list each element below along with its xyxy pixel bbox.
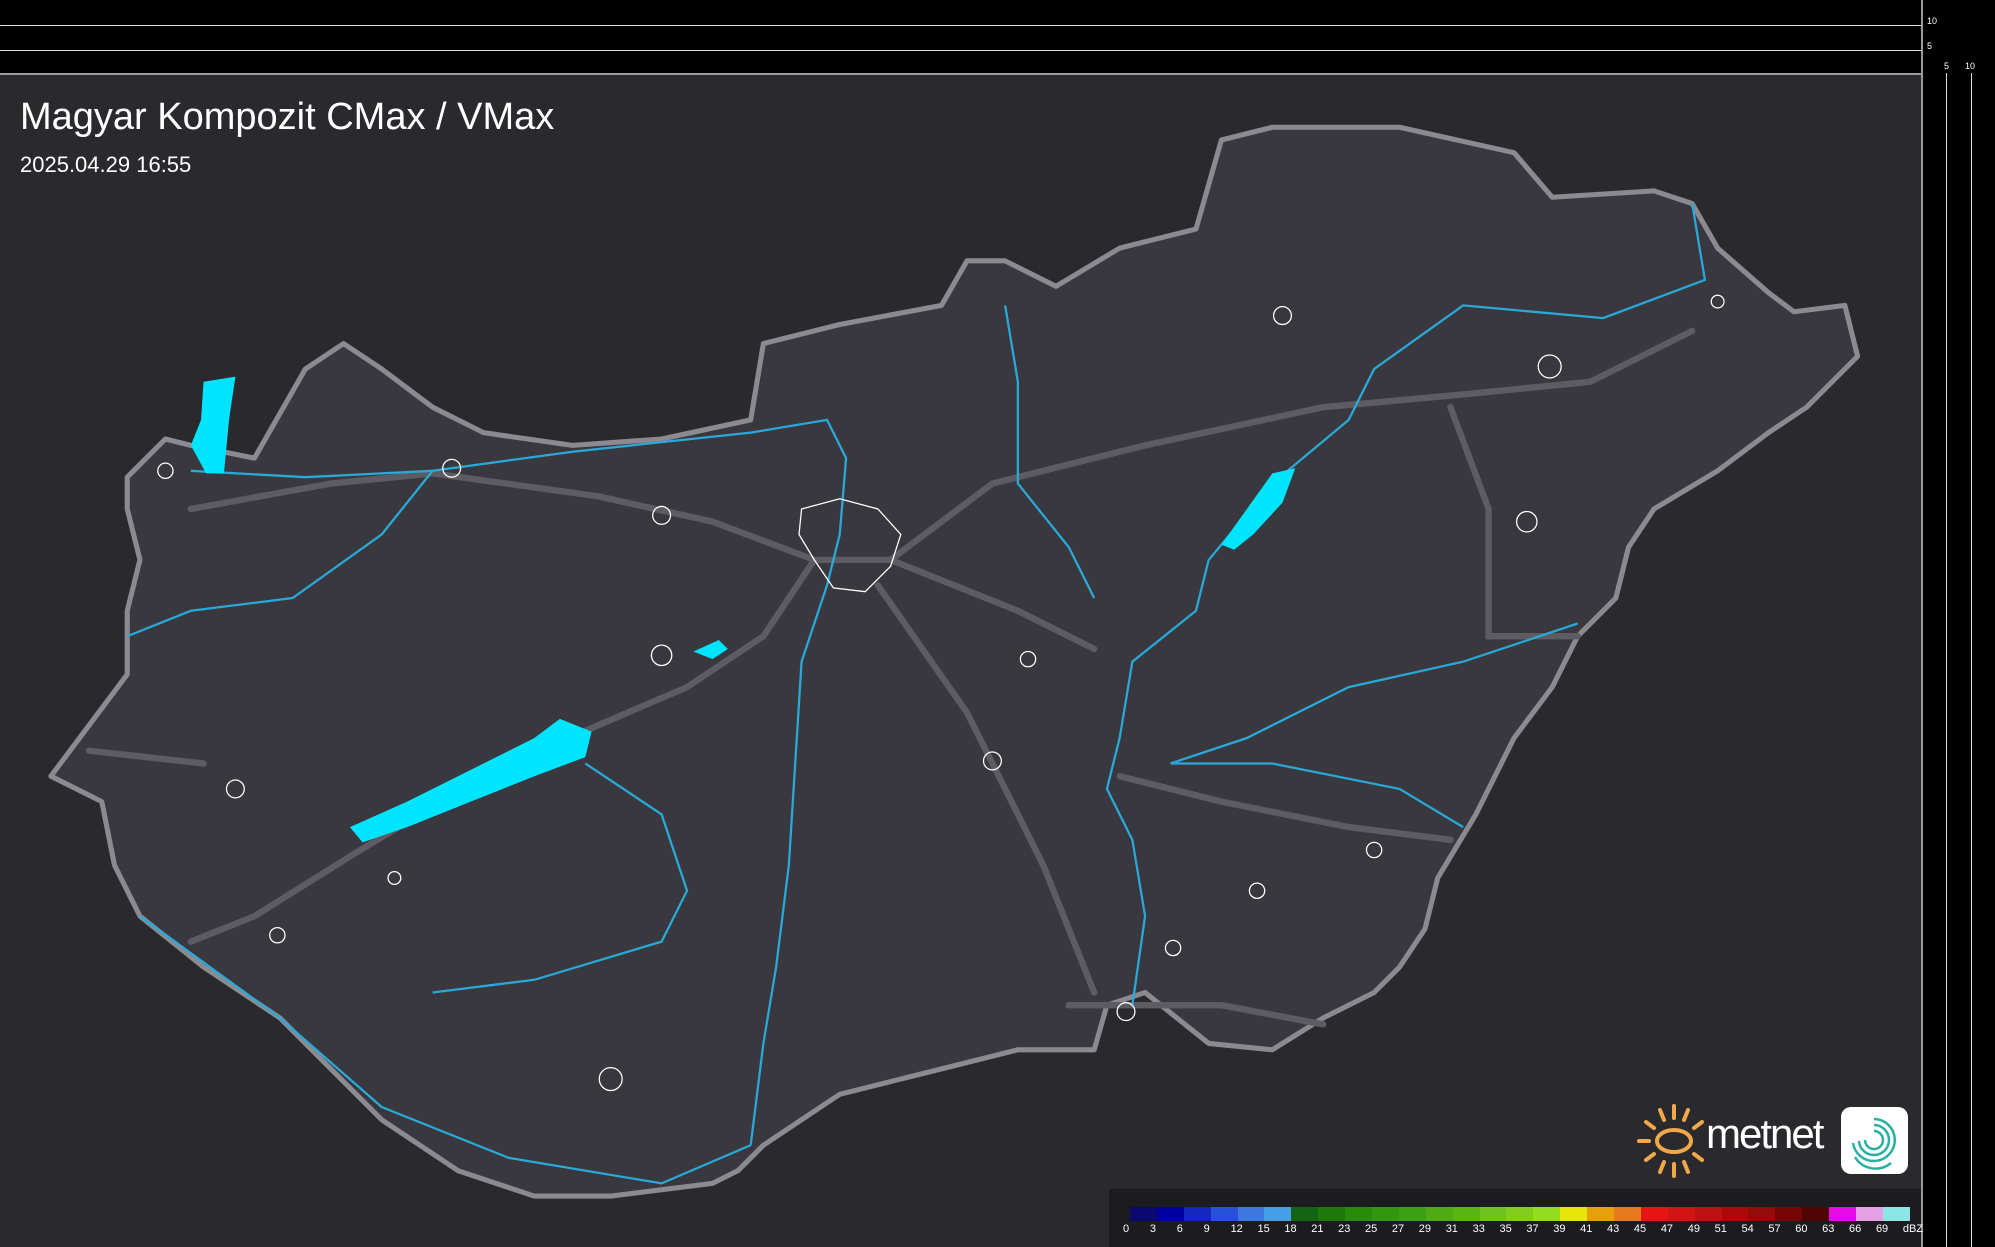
sun-logo-icon	[1637, 1104, 1704, 1178]
legend-swatch	[1640, 1207, 1668, 1221]
legend-label: 9	[1203, 1223, 1210, 1235]
legend-swatch	[1291, 1207, 1319, 1221]
legend-swatch	[1130, 1207, 1157, 1221]
river-zagyva	[1004, 305, 1096, 599]
river-raba	[126, 470, 434, 638]
legend-label: 63	[1822, 1223, 1835, 1235]
legend-swatch	[1802, 1207, 1830, 1221]
river-koros	[1170, 622, 1579, 765]
legend-label: 39	[1553, 1223, 1566, 1235]
river-maros	[1170, 762, 1464, 829]
top-scale-band	[0, 0, 1995, 75]
lakes	[190, 376, 1296, 843]
scale-tick-label: 5	[1927, 41, 1933, 51]
dbz-color-legend: 0 3 6 9 12 15 18 21 23 25 27 29 31 33 35 37 39 41 43 45 47 49…	[1109, 1189, 1923, 1247]
lake-balaton	[349, 718, 592, 843]
legend-label: 47	[1660, 1223, 1674, 1235]
legend-swatch	[1479, 1207, 1507, 1221]
metnet-logo: metnet	[1636, 1102, 1916, 1180]
legend-label: 49	[1687, 1223, 1700, 1235]
rivers	[126, 203, 1707, 1185]
legend-label: 29	[1418, 1223, 1432, 1235]
legend-swatch	[1882, 1207, 1910, 1221]
metnet-wordmark: metnet	[1706, 1110, 1824, 1157]
legend-label: 3	[1149, 1223, 1157, 1235]
legend-label: 23	[1338, 1223, 1351, 1235]
legend-label: 35	[1499, 1223, 1512, 1235]
hungary-country-area	[48, 124, 1861, 1199]
legend-label: 0	[1123, 1223, 1130, 1235]
roads	[85, 327, 1696, 1028]
legend-label: 21	[1311, 1223, 1324, 1235]
legend-label: 57	[1768, 1223, 1781, 1235]
map-title: Magyar Kompozit CMax / VMax	[20, 96, 555, 138]
legend-label: 60	[1795, 1223, 1808, 1235]
legend-label: 27	[1391, 1223, 1405, 1235]
legend-label: 6	[1176, 1223, 1183, 1235]
legend-swatch	[1425, 1207, 1453, 1221]
legend-label: 41	[1580, 1223, 1593, 1235]
river-tisza	[1105, 203, 1707, 1006]
legend-label: 45	[1633, 1223, 1647, 1235]
legend-swatch	[1345, 1207, 1373, 1221]
scale-tick-label: 5	[1944, 61, 1950, 71]
legend-label: 12	[1230, 1223, 1243, 1235]
budapest-outline	[798, 498, 902, 593]
legend-label: 66	[1849, 1223, 1862, 1235]
legend-label: 25	[1365, 1223, 1378, 1235]
legend-label: 33	[1472, 1223, 1485, 1235]
right-scale-band: 10 5 5 10	[1921, 0, 1995, 1247]
legend-swatch	[1156, 1207, 1184, 1221]
legend-swatch	[1264, 1207, 1292, 1221]
legend-swatch	[1452, 1207, 1480, 1221]
scale-vline-5	[1946, 73, 1947, 1247]
legend-swatch	[1721, 1207, 1749, 1221]
scale-line-5	[0, 50, 1921, 51]
legend-swatch	[1318, 1207, 1346, 1221]
legend-swatch	[1237, 1207, 1265, 1221]
legend-label: 15	[1257, 1223, 1270, 1235]
lake-tisza	[1221, 468, 1296, 550]
legend-swatch	[1210, 1207, 1238, 1221]
legend-swatch	[1398, 1207, 1426, 1221]
map-timestamp: 2025.04.29 16:55	[20, 152, 192, 177]
scale-tick-label: 10	[1927, 16, 1938, 26]
legend-swatch	[1533, 1207, 1561, 1221]
river-sio	[432, 762, 689, 994]
app-icon	[1841, 1107, 1908, 1174]
legend-swatch	[1506, 1207, 1534, 1221]
lake-velence	[693, 640, 728, 660]
legend-swatch	[1587, 1207, 1615, 1221]
legend-swatch	[1856, 1207, 1883, 1221]
legend-swatch	[1775, 1207, 1803, 1221]
legend-label: 69	[1875, 1223, 1889, 1235]
scale-tick-label: 10	[1965, 61, 1976, 71]
legend-label: 51	[1714, 1223, 1727, 1235]
legend-swatch	[1667, 1207, 1695, 1221]
legend-swatches	[1130, 1207, 1910, 1221]
legend-swatch	[1829, 1207, 1857, 1221]
city-outlines	[157, 294, 1725, 1092]
river-danube	[190, 418, 848, 1146]
legend-swatch	[1372, 1207, 1399, 1221]
legend-label: 18	[1284, 1223, 1297, 1235]
legend-swatch	[1694, 1207, 1722, 1221]
legend-swatch	[1183, 1207, 1211, 1221]
legend-swatch	[1560, 1207, 1588, 1221]
legend-label: 31	[1445, 1223, 1458, 1235]
swirl-icon	[1851, 1117, 1897, 1170]
scale-vline-10	[1971, 73, 1972, 1247]
legend-swatch	[1748, 1207, 1776, 1221]
legend-labels: 0 3 6 9 12 15 18 21 23 25 27 29 31 33 35 37 39 41 43 45 47 49…	[1123, 1223, 1923, 1235]
legend-label: 54	[1741, 1223, 1754, 1235]
legend-label: 37	[1526, 1223, 1539, 1235]
lake-ferto	[190, 376, 236, 474]
legend-unit: dBZ	[1902, 1223, 1924, 1235]
legend-label: 43	[1607, 1223, 1620, 1235]
river-drava	[139, 915, 752, 1185]
scale-line-10	[0, 25, 1921, 26]
legend-swatch	[1614, 1207, 1641, 1221]
